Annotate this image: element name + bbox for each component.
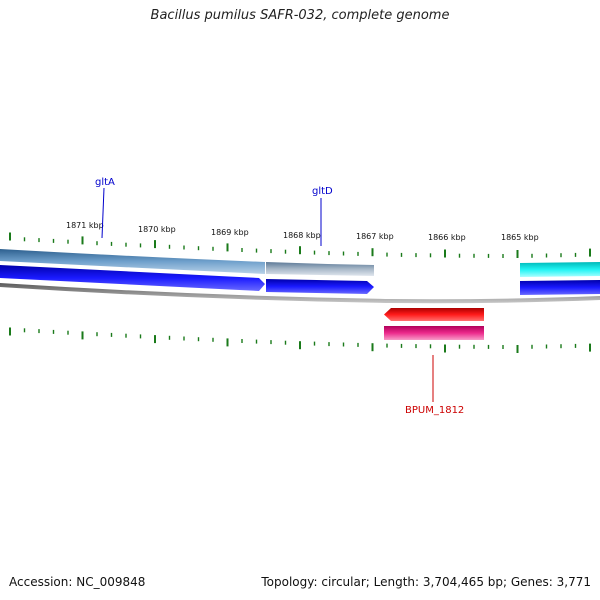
map-title: Bacillus pumilus SAFR-032, complete geno… [150,8,450,23]
scale-label-1869: 1869 kbp [211,228,249,237]
scale-label-1868: 1868 kbp [283,231,321,240]
cds-arrow-gltd[interactable] [266,279,374,294]
genome-backbone [0,283,600,304]
gene-track-upper [0,249,600,277]
reverse-track [384,308,484,340]
gene-labels: gltA gltD BPUM_1812 [95,177,464,416]
cds-arrow-cyan-region[interactable] [520,280,600,295]
scale-label-1867: 1867 kbp [356,232,394,241]
gene-feature-gltd[interactable] [266,262,374,276]
scale-label-1866: 1866 kbp [428,233,466,242]
gene-label-bpum-1812[interactable]: BPUM_1812 [405,405,464,416]
gene-feature-cyan[interactable] [520,262,600,277]
outer-tick-ring [9,232,591,258]
accession-text: Accession: NC_009848 [9,575,146,589]
cds-arrow-glta[interactable] [0,265,265,291]
gene-feature-bpum-1812[interactable] [384,326,484,340]
leader-glta [101,187,105,239]
scale-label-1871: 1871 kbp [66,221,104,230]
gene-label-gltd[interactable]: gltD [312,186,333,197]
gene-label-glta[interactable]: gltA [95,177,115,188]
genome-summary-text: Topology: circular; Length: 3,704,465 bp… [261,575,591,589]
scale-label-1865: 1865 kbp [501,233,539,242]
gene-feature-glta[interactable] [0,249,265,274]
scale-labels: 1871 kbp 1870 kbp 1869 kbp 1868 kbp 1867… [66,221,539,242]
cds-arrow-bpum-1812[interactable] [384,308,484,321]
inner-tick-ring [9,327,591,353]
cds-track-forward [0,265,600,295]
scale-label-1870: 1870 kbp [138,225,176,234]
